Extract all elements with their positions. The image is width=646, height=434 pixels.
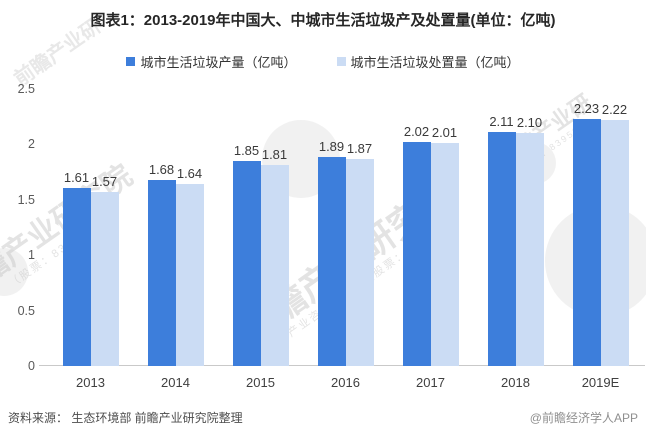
value-label: 1.87 [346,141,373,156]
value-label: 2.02 [403,124,430,139]
bar-2016-series0 [317,157,346,366]
value-label: 1.85 [233,143,260,158]
value-label: 1.57 [91,174,118,189]
legend-marker-icon [126,57,136,66]
value-label: 2.23 [573,101,600,116]
source-note: 资料来源： 生态环境部 前瞻产业研究院整理 [8,411,243,425]
legend-label: 城市生活垃圾产量（亿吨） [140,55,297,70]
bar-group-2019E: 2.23 2.22 2019E [558,89,643,390]
footer: 资料来源： 生态环境部 前瞻产业研究院整理 @前瞻经济学人APP [8,409,638,426]
legend-item-1[interactable]: 城市生活垃圾处置量（亿吨） [336,52,520,71]
y-tick-label: 2.5 [17,82,35,96]
bar-2019E-series0 [572,119,601,366]
bar-group-2016: 1.89 1.87 2016 [303,89,388,390]
x-tick-label-2016: 2016 [331,375,360,390]
x-tick-label-2019E: 2019E [581,375,620,390]
bar-2014-series0 [147,180,176,366]
value-label: 2.11 [489,114,514,129]
bar-2013-series1 [90,192,119,366]
bar-2015-series0 [232,161,261,366]
bar-2019E-series1 [600,120,629,366]
value-label: 1.61 [63,170,90,185]
bar-group-2013: 1.61 1.57 2013 [48,89,133,390]
credit-note: @前瞻经济学人APP [529,411,638,425]
x-tick-label-2013: 2013 [76,375,105,390]
x-tick-label-2015: 2015 [246,375,275,390]
legend-item-0[interactable]: 城市生活垃圾产量（亿吨） [126,52,297,71]
bar-group-2015: 1.85 1.81 2015 [218,89,303,390]
bar-2016-series1 [345,159,374,366]
x-tick-label-2017: 2017 [416,375,445,390]
plot-area: 0 0.5 1 1.5 2 2.5 1.61 1.57 2013 1.68 1.64 2014 1.85… [18,82,645,390]
y-tick-label: 1.5 [17,192,35,207]
value-label: 1.81 [261,147,288,162]
value-label: 2.01 [431,125,458,140]
legend-marker-icon [336,57,346,66]
legend-label: 城市生活垃圾处置量（亿吨） [350,55,520,70]
bar-2017-series1 [430,143,459,366]
y-tick-label: 2 [28,137,35,152]
value-label: 1.64 [176,166,203,181]
value-label: 2.22 [601,102,628,117]
bar-group-2014: 1.68 1.64 2014 [133,89,218,390]
bar-2018-series0 [487,132,516,366]
bar-2013-series0 [62,188,91,366]
y-tick-label: 0.5 [17,303,35,318]
bar-group-2017: 2.02 2.01 2017 [388,89,473,390]
bar-2017-series0 [402,142,431,366]
bar-2015-series1 [260,165,289,366]
bar-2014-series1 [175,184,204,366]
legend: 城市生活垃圾产量（亿吨） 城市生活垃圾处置量（亿吨） [0,52,646,71]
value-label: 1.68 [148,162,175,177]
y-tick-label: 0 [28,359,35,373]
x-tick-label-2018: 2018 [501,375,530,390]
value-label: 2.10 [516,115,543,130]
bar-group-2018: 2.11 2.10 2018 [473,89,558,390]
chart-title: 图表1：2013-2019年中国大、中城市生活垃圾产及处置量(单位：亿吨) [90,12,556,29]
y-tick-label: 1 [28,248,35,263]
value-label: 1.89 [318,139,345,154]
bar-2018-series1 [515,133,544,366]
x-tick-label-2014: 2014 [161,375,190,390]
